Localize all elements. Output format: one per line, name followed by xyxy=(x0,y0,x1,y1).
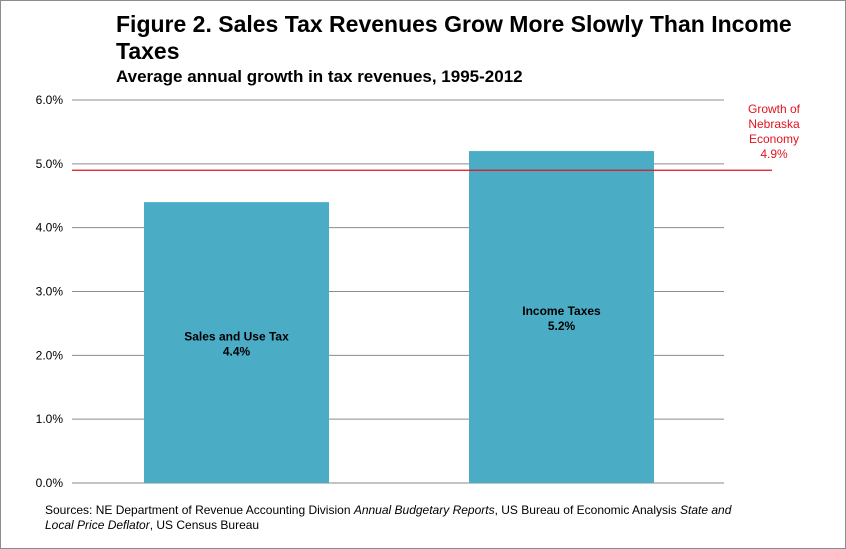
y-tick-label: 4.0% xyxy=(36,221,64,235)
y-tick-label: 0.0% xyxy=(36,476,64,490)
y-tick-label: 2.0% xyxy=(36,348,64,362)
y-tick-label: 3.0% xyxy=(36,285,64,299)
chart-subtitle: Average annual growth in tax revenues, 1… xyxy=(116,67,523,86)
sources-text-2: Annual Budgetary Reports xyxy=(353,503,495,517)
y-axis: 0.0% 1.0% 2.0% 3.0% 4.0% 5.0% 6.0% xyxy=(36,93,64,490)
bar-value-label: 5.2% xyxy=(548,319,576,333)
bar-value-label: 4.4% xyxy=(223,345,251,359)
y-tick-label: 6.0% xyxy=(36,93,64,107)
bar xyxy=(469,151,654,484)
sources-text-4: State and Local Price Deflator xyxy=(45,503,732,532)
sources-note: Sources: NE Department of Revenue Accoun… xyxy=(45,503,745,533)
bar xyxy=(144,202,329,483)
chart-title: Figure 2. Sales Tax Revenues Grow More S… xyxy=(116,11,792,64)
y-tick-label: 5.0% xyxy=(36,157,64,171)
sources-text-5: , US Census Bureau xyxy=(149,518,260,532)
y-tick-label: 1.0% xyxy=(36,412,64,426)
sources-text-3: , US Bureau of Economic Analysis xyxy=(494,503,681,517)
reference-line-label: 4.9% xyxy=(760,147,788,161)
bar-category-label: Sales and Use Tax xyxy=(184,330,289,344)
reference-line-label: Growth of xyxy=(748,102,801,116)
reference-line-label: Economy xyxy=(749,132,799,146)
reference-line-label: Nebraska xyxy=(748,117,800,131)
sources-text-1: Sources: NE Department of Revenue Accoun… xyxy=(45,503,354,517)
bar-category-label: Income Taxes xyxy=(522,304,601,318)
